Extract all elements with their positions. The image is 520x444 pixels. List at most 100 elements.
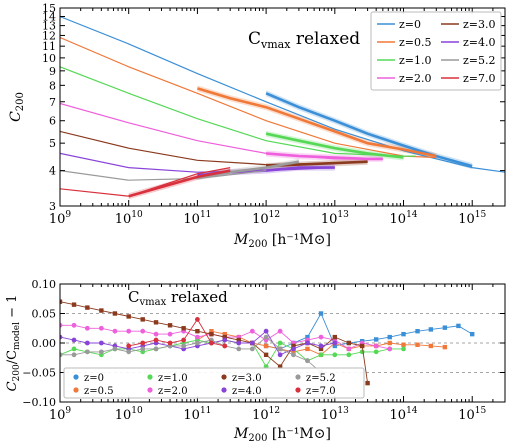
top-panel-annotation: Cvmax relaxed — [248, 29, 360, 51]
bottom-point — [153, 331, 159, 337]
top-xtick-label: 1015 — [458, 210, 486, 227]
top-model-line-6 — [60, 170, 267, 181]
bottom-legend-label: z=0 — [84, 373, 104, 384]
top-ytick-label: 9 — [49, 65, 56, 78]
bottom-point — [291, 346, 296, 352]
bottom-point — [153, 320, 159, 325]
bottom-point — [209, 329, 214, 334]
bottom-point — [359, 349, 365, 355]
bottom-point — [401, 331, 406, 337]
bottom-point — [71, 346, 77, 352]
bottom-legend-swatch — [295, 387, 301, 393]
bottom-ytick-label: 0.10 — [32, 278, 57, 291]
bottom-point — [181, 343, 187, 349]
bottom-point — [126, 343, 132, 349]
top-panel-curves — [60, 15, 505, 198]
bottom-point — [442, 344, 448, 350]
bottom-point — [153, 346, 159, 352]
bottom-point — [305, 334, 310, 340]
bottom-point — [60, 352, 63, 358]
bottom-point — [318, 343, 324, 349]
top-legend-label: z=3.0 — [463, 18, 496, 31]
top-legend-box — [370, 11, 502, 91]
bottom-legend-swatch — [73, 374, 79, 380]
bottom-legend-swatch — [221, 374, 227, 380]
bottom-point — [195, 334, 200, 340]
bottom-xtick-label: 1014 — [390, 406, 418, 423]
bottom-point — [195, 329, 200, 334]
bottom-point — [442, 325, 448, 330]
bottom-point — [153, 337, 159, 343]
bottom-point — [222, 334, 227, 340]
bottom-point — [71, 322, 77, 328]
bottom-legend-label: z=0.5 — [84, 386, 114, 397]
bottom-point — [167, 331, 173, 337]
top-ytick-label: 7 — [49, 96, 56, 109]
top-ytick-label: 10 — [42, 52, 56, 65]
bottom-point — [387, 334, 392, 340]
bottom-point — [346, 352, 352, 358]
bottom-point — [71, 352, 77, 358]
top-xtick-label: 1012 — [252, 210, 280, 227]
bottom-xtick-label: 1010 — [115, 406, 143, 423]
top-sim-line-7 — [128, 169, 231, 198]
bottom-point — [456, 323, 461, 329]
bottom-point — [373, 343, 379, 349]
bottom-point — [140, 346, 146, 352]
bottom-point — [263, 352, 269, 357]
bottom-point — [84, 349, 90, 355]
bottom-legend-label: z=3.0 — [232, 373, 262, 384]
bottom-point — [305, 340, 310, 346]
bottom-point — [98, 325, 104, 331]
bottom-point — [332, 343, 338, 349]
bottom-point — [373, 337, 379, 342]
bottom-point — [85, 305, 90, 310]
bottom-legend-label: z=7.0 — [306, 386, 336, 397]
bottom-point — [195, 340, 200, 346]
top-sim-line-3 — [265, 152, 383, 161]
bottom-panel-ylabel: C200/Cmodel − 1 — [5, 295, 22, 392]
bottom-point — [140, 317, 145, 322]
bottom-legend-swatch — [221, 387, 227, 393]
bottom-xtick-label: 109 — [49, 406, 72, 423]
bottom-point — [387, 340, 392, 346]
top-ytick-label: 3 — [49, 200, 56, 213]
bottom-legend-label: z=4.0 — [232, 386, 262, 397]
bottom-xtick-label: 1012 — [252, 406, 280, 423]
bottom-point — [373, 349, 379, 355]
bottom-point — [112, 311, 118, 316]
top-panel-legend: z=0 z=0.5 z=1.0 z=2.0 z=3.0 z=4.0 z=5.2 z=7.0 — [370, 11, 502, 91]
bottom-ytick-label: −0.05 — [22, 367, 56, 380]
bottom-point — [318, 311, 324, 316]
bottom-point — [112, 346, 118, 352]
top-legend-label: z=7.0 — [463, 72, 496, 85]
bottom-point — [291, 352, 296, 358]
top-ytick-label: 15 — [42, 2, 56, 15]
bottom-ytick-label: −0.10 — [22, 396, 56, 409]
bottom-line-0 — [266, 312, 473, 350]
top-legend-label: z=1.0 — [399, 54, 432, 67]
bottom-point — [126, 314, 131, 319]
bottom-point — [415, 342, 420, 347]
top-legend-label: z=2.0 — [399, 72, 432, 85]
top-sim-line-2 — [265, 132, 404, 159]
bottom-panel-xlabel: M200 [h⁻¹M⊙] — [233, 426, 331, 444]
bottom-point — [318, 334, 324, 340]
bottom-point — [249, 340, 255, 346]
top-legend-label: z=4.0 — [463, 36, 496, 49]
bottom-point — [71, 337, 77, 343]
top-ytick-label: 13 — [42, 20, 56, 33]
bottom-legend-swatch — [295, 374, 301, 380]
top-ytick-label: 5 — [49, 137, 56, 150]
bottom-point — [167, 340, 173, 346]
bottom-point — [60, 322, 63, 328]
bottom-point — [71, 302, 77, 307]
bottom-point — [359, 343, 365, 349]
top-xtick-label: 1010 — [115, 210, 143, 227]
bottom-point — [140, 340, 146, 346]
bottom-point — [140, 328, 146, 334]
bottom-point — [181, 337, 187, 343]
bottom-point — [401, 346, 406, 352]
bottom-point — [365, 380, 370, 386]
bottom-point — [84, 340, 90, 346]
